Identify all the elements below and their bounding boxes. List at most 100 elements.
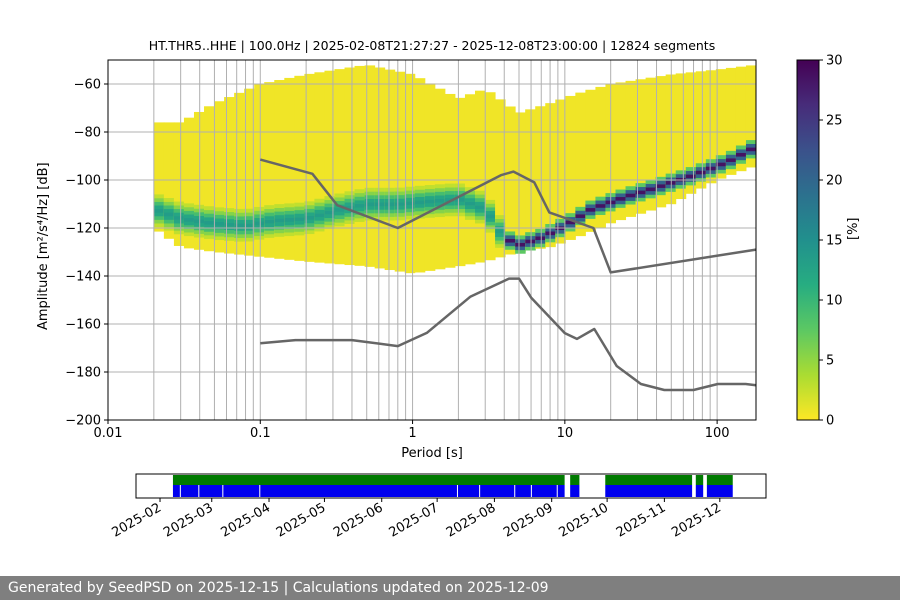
heatmap-cell [173,219,185,224]
heatmap-cell [334,222,346,227]
heatmap-cell [153,219,165,224]
heatmap-cell [384,216,396,221]
heatmap-cell [495,236,506,241]
heatmap-cell [183,217,195,222]
heatmap-cell [163,215,175,220]
colorbar: 0 5 10 15 20 25 30 [796,54,843,429]
colorbar-label: [%] [846,217,861,241]
heatmap-cell [284,210,295,215]
heatmap-cell [224,211,235,216]
heatmap-cell [254,221,265,226]
heatmap-cell [485,199,496,204]
heatmap-cell [485,217,496,222]
date-tick-label: 2025-07 [387,500,442,540]
heatmap-cell [625,80,637,217]
heatmap-cell [625,186,637,191]
heatmap-cell [394,212,406,217]
date-tick-label: 2025-03 [161,500,216,540]
heatmap-cell [314,202,325,207]
heatmap-cell [264,230,275,235]
date-tick-label: 2025-06 [331,500,386,540]
heatmap-cell [454,97,466,267]
heatmap-cell [314,213,325,218]
heatmap-cell [173,201,185,206]
heatmap-cell [474,219,486,224]
heatmap-cell [354,200,366,204]
date-tick-label: 2025-04 [218,500,273,540]
nhnm-line [259,158,757,274]
colorbar-tick-label: 10 [826,294,843,309]
heatmap-cell [464,212,476,217]
heatmap-cell [635,190,647,195]
heatmap-cell [525,235,536,240]
heatmap-cell [515,239,526,243]
heatmap-cell [565,227,576,232]
heatmap-cell [625,189,637,194]
heatmap-cell [374,67,386,269]
availability-border [135,473,767,499]
heatmap-cell [314,216,325,221]
heatmap-cell [324,217,335,222]
heatmap-cell [354,218,366,222]
heatmap-cell [204,235,215,239]
heatmap-cell [224,236,235,241]
heatmap-cell [635,193,647,198]
heatmap-cell [505,238,516,243]
heatmap-cell [324,70,335,264]
heatmap-cell [214,210,225,215]
heatmap-cell [444,201,456,206]
heatmap-cell [224,208,235,213]
heatmap-cell [424,192,436,197]
heatmap-cell [284,232,295,237]
heatmap-cell [685,174,697,179]
heatmap-cell [244,215,255,220]
heatmap-cell [615,82,627,221]
heatmap-cell [505,231,516,236]
heatmap-cell [485,221,496,226]
heatmap-cell [183,206,195,211]
heatmap-cell [364,202,376,207]
heatmap-cell [655,184,667,188]
x-tick-label: 1 [408,426,416,441]
heatmap-cell [565,223,576,228]
heatmap-cell [414,193,426,197]
heatmap-cell [585,214,596,219]
heatmap-cell [254,224,265,229]
heatmap-cell [153,205,165,210]
heatmap-cell [715,158,727,163]
heatmap-cell [615,196,627,201]
heatmap-cell [384,198,396,203]
heatmap-cell [595,196,606,201]
heatmap-cell [464,201,476,206]
heatmap-cell [274,204,285,209]
heatmap-cell [745,143,757,148]
heatmap-cell [695,166,707,171]
heatmap-cell [525,242,536,247]
heatmap-cell [224,218,235,223]
heatmap-cell [354,214,366,219]
heatmap-cell [344,220,356,224]
heatmap-cell [153,215,165,220]
heatmap-cell [294,209,305,214]
heatmap-cell [715,169,727,174]
heatmap-cell [374,202,386,207]
heatmap-cell [454,187,466,192]
y-axis-label: Amplitude [m²/s⁴/Hz] [dB] [36,162,51,330]
x-tick-label: 0.01 [94,426,123,441]
heatmap-cell [384,191,396,196]
heatmap-cell [495,233,506,237]
heatmap-cell [274,214,285,219]
heatmap-cell [575,206,586,211]
heatmap-cell [254,210,265,215]
heatmap-cell [384,195,396,199]
heatmap-cell [244,219,255,224]
heatmap-cell [324,199,335,204]
heatmap-cell [424,185,436,189]
heatmap-cell [314,198,325,203]
heatmap-cell [585,89,596,232]
heatmap-cell [715,69,727,179]
heatmap-cell [173,208,185,213]
heatmap-cell [485,203,496,208]
heatmap-cell [635,186,647,191]
heatmap-cell [284,228,295,233]
